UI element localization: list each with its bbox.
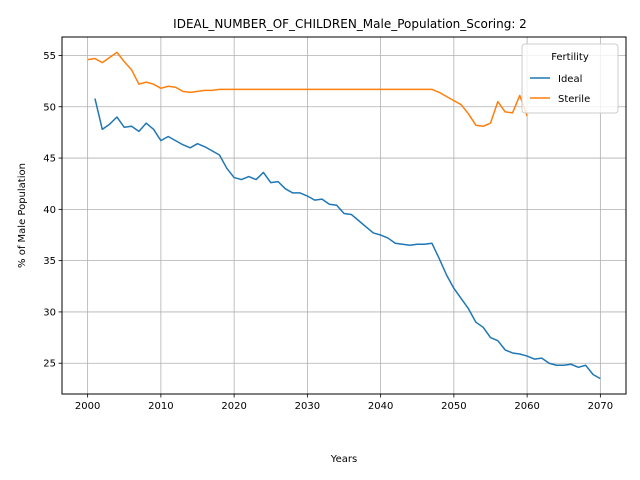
y-tick-label: 55 [43, 51, 56, 62]
legend: Fertility Ideal Sterile [521, 43, 619, 114]
x-tick-label: 2050 [441, 401, 466, 412]
legend-box [521, 43, 619, 114]
x-tick-label: 2070 [588, 401, 613, 412]
legend-label-ideal: Ideal [558, 74, 582, 85]
x-tick-label: 2030 [295, 401, 320, 412]
y-tick-label: 35 [43, 256, 56, 267]
x-tick-label: 2060 [514, 401, 539, 412]
x-axis-label: Years [330, 454, 357, 465]
tick-layer: 2000 2010 2020 2030 2040 2050 2060 2070 25 30 35 40… [43, 51, 613, 412]
legend-title: Fertility [551, 52, 589, 63]
legend-label-sterile: Sterile [558, 94, 590, 105]
y-tick-label: 45 [43, 154, 56, 165]
series-line-ideal [94, 98, 601, 380]
series-line-sterile [87, 51, 528, 127]
y-axis-label: % of Male Population [17, 163, 28, 268]
y-tick-label: 30 [43, 307, 56, 318]
x-tick-label: 2020 [221, 401, 246, 412]
x-tick-label: 2010 [148, 401, 173, 412]
y-tick-label: 25 [43, 359, 56, 370]
chart-title: IDEAL_NUMBER_OF_CHILDREN_Male_Population… [173, 17, 527, 31]
x-tick-label: 2040 [368, 401, 393, 412]
plot-frame [61, 36, 627, 395]
y-tick-label: 40 [43, 205, 56, 216]
series-layer [87, 51, 601, 380]
x-tick-label: 2000 [75, 401, 100, 412]
y-tick-label: 50 [43, 102, 56, 113]
